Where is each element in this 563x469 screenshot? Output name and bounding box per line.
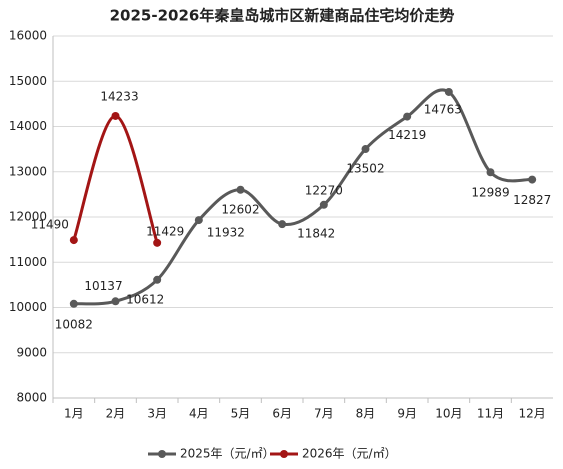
y-tick-label: 8000 <box>16 391 47 405</box>
series-line <box>72 114 159 244</box>
x-tick-label: 8月 <box>356 407 376 421</box>
data-point <box>69 299 78 308</box>
legend-label: 2026年（元/㎡） <box>302 447 397 461</box>
x-tick-label: 1月 <box>64 407 84 421</box>
data-point <box>153 275 162 284</box>
data-point <box>278 220 287 229</box>
y-tick-label: 13000 <box>9 164 47 178</box>
y-tick-label: 11000 <box>9 255 47 269</box>
legend-marker <box>280 450 288 458</box>
data-label: 12270 <box>305 183 343 197</box>
x-tick-label: 12月 <box>519 407 546 421</box>
data-point <box>486 168 495 177</box>
y-tick-label: 14000 <box>9 119 47 133</box>
data-label: 14233 <box>100 89 138 103</box>
x-tick-label: 7月 <box>314 407 334 421</box>
data-label: 11429 <box>146 224 184 238</box>
y-tick-label: 12000 <box>9 210 47 224</box>
y-tick-label: 10000 <box>9 300 47 314</box>
x-tick-label: 9月 <box>397 407 417 421</box>
data-label: 10082 <box>55 317 93 331</box>
x-tick-label: 2月 <box>106 407 126 421</box>
data-label: 12989 <box>471 186 509 200</box>
legend-label: 2025年（元/㎡） <box>180 447 275 461</box>
series-line <box>73 88 533 306</box>
data-point <box>444 87 453 96</box>
data-point <box>111 297 120 306</box>
y-tick-label: 15000 <box>9 74 47 88</box>
data-point <box>153 238 162 247</box>
data-point <box>361 145 370 154</box>
x-tick-label: 3月 <box>147 407 167 421</box>
data-point <box>69 236 78 245</box>
data-point <box>111 111 120 120</box>
x-tick-label: 11月 <box>477 407 504 421</box>
data-point <box>319 200 328 209</box>
data-label: 11490 <box>31 218 69 232</box>
y-tick-label: 9000 <box>16 345 47 359</box>
y-tick-label: 16000 <box>9 29 47 43</box>
data-label: 10612 <box>126 292 164 306</box>
chart-title: 2025-2026年秦皇岛城市区新建商品住宅均价走势 <box>110 7 455 25</box>
data-label: 14763 <box>424 102 462 116</box>
x-tick-label: 10月 <box>435 407 462 421</box>
data-label: 11932 <box>207 226 245 240</box>
legend-marker <box>158 450 166 458</box>
x-tick-label: 5月 <box>231 407 251 421</box>
data-label: 11842 <box>297 227 335 241</box>
data-label: 12602 <box>221 202 259 216</box>
x-tick-label: 4月 <box>189 407 209 421</box>
data-label: 14219 <box>388 128 426 142</box>
data-point <box>528 175 537 184</box>
data-point <box>403 112 412 121</box>
data-point <box>236 185 245 194</box>
x-tick-label: 6月 <box>272 407 292 421</box>
data-label: 13502 <box>346 162 384 176</box>
data-label: 10137 <box>84 279 122 293</box>
data-label: 12827 <box>513 193 551 207</box>
data-point <box>194 216 203 225</box>
